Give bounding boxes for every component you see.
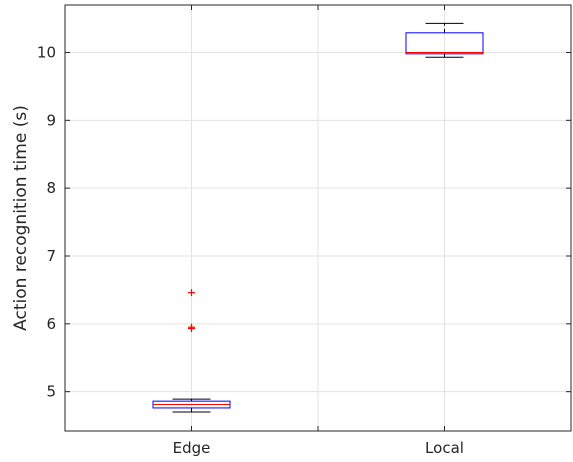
outlier-marker — [188, 289, 195, 297]
x-tick-label: Edge — [173, 439, 211, 457]
x-tick-label: Local — [425, 439, 464, 457]
axes: 5 6 7 8 9 10 Edge Local — [37, 5, 571, 457]
y-tick-label: 8 — [46, 179, 56, 197]
iqr-box — [405, 32, 484, 55]
y-tick-label: 9 — [46, 111, 56, 129]
box-series — [152, 22, 484, 413]
y-tick-label: 7 — [46, 247, 56, 265]
box-edge — [152, 289, 231, 413]
box-local — [405, 22, 484, 58]
y-tick-label: 5 — [46, 383, 56, 401]
y-tick-label: 10 — [37, 43, 56, 61]
y-tick-label: 6 — [46, 315, 56, 333]
outlier-marker — [188, 323, 195, 331]
grid-lines — [65, 5, 571, 431]
y-axis-label: Action recognition time (s) — [11, 105, 31, 331]
